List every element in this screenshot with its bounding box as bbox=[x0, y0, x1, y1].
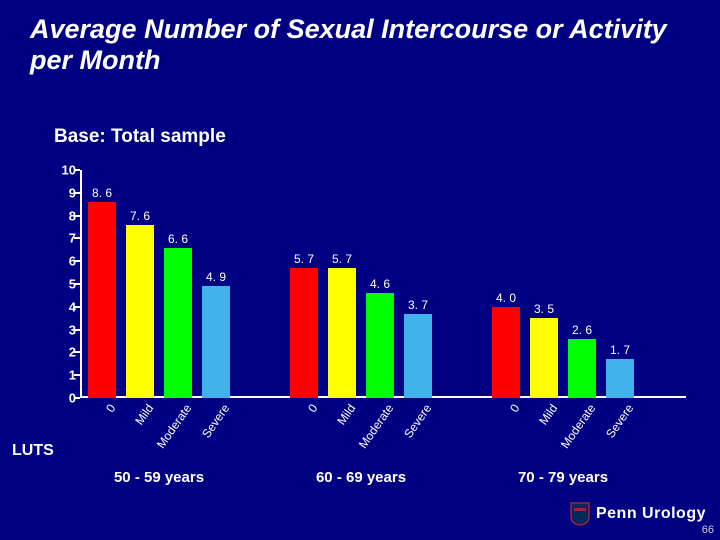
y-tick-mark bbox=[74, 169, 80, 171]
logo-text: Penn Urology bbox=[596, 505, 706, 523]
bar: 8. 60 bbox=[88, 202, 116, 398]
bar-category-label: Severe bbox=[396, 398, 434, 441]
bar: 3. 5Mild bbox=[530, 318, 558, 398]
bar-category-label: Mild bbox=[127, 398, 156, 428]
bar-value-label: 4. 6 bbox=[370, 277, 390, 291]
luts-label: LUTS bbox=[12, 442, 54, 460]
bar-value-label: 5. 7 bbox=[332, 252, 352, 266]
bar-value-label: 3. 5 bbox=[534, 302, 554, 316]
bar: 6. 6Moderate bbox=[164, 248, 192, 398]
bar-value-label: 2. 6 bbox=[572, 323, 592, 337]
y-tick-mark bbox=[74, 283, 80, 285]
penn-urology-logo: Penn Urology bbox=[570, 502, 706, 526]
bar-category-label: 0 bbox=[300, 398, 320, 415]
bar-category-label: Moderate bbox=[351, 398, 396, 451]
y-tick-mark bbox=[74, 397, 80, 399]
y-tick-mark bbox=[74, 306, 80, 308]
y-tick-mark bbox=[74, 215, 80, 217]
bar-value-label: 3. 7 bbox=[408, 298, 428, 312]
plot-area: 012345678910 8. 607. 6Mild6. 6Moderate4.… bbox=[80, 170, 686, 398]
shield-icon bbox=[570, 502, 590, 526]
group-label: 50 - 59 years bbox=[114, 469, 204, 486]
page-number: 66 bbox=[702, 524, 714, 536]
bar-value-label: 7. 6 bbox=[130, 209, 150, 223]
bar: 2. 6Moderate bbox=[568, 339, 596, 398]
slide-title: Average Number of Sexual Intercourse or … bbox=[30, 14, 690, 76]
bar: 4. 00 bbox=[492, 307, 520, 398]
bar-category-label: Mild bbox=[329, 398, 358, 428]
bar-category-label: Severe bbox=[598, 398, 636, 441]
slide-subtitle: Base: Total sample bbox=[54, 126, 226, 148]
bar: 3. 7Severe bbox=[404, 314, 432, 398]
y-tick-mark bbox=[74, 192, 80, 194]
y-tick-mark bbox=[74, 260, 80, 262]
bar: 5. 70 bbox=[290, 268, 318, 398]
bar-category-label: 0 bbox=[502, 398, 522, 415]
bar-category-label: Moderate bbox=[149, 398, 194, 451]
y-tick-mark bbox=[74, 351, 80, 353]
group-label: 60 - 69 years bbox=[316, 469, 406, 486]
y-tick-mark bbox=[74, 374, 80, 376]
bar-value-label: 1. 7 bbox=[610, 343, 630, 357]
bar-value-label: 5. 7 bbox=[294, 252, 314, 266]
bars-container: 8. 607. 6Mild6. 6Moderate4. 9Severe50 - … bbox=[80, 170, 686, 398]
bar: 4. 9Severe bbox=[202, 286, 230, 398]
bar: 7. 6Mild bbox=[126, 225, 154, 398]
bar: 5. 7Mild bbox=[328, 268, 356, 398]
bar-chart: 012345678910 8. 607. 6Mild6. 6Moderate4.… bbox=[54, 170, 686, 420]
group-label: 70 - 79 years bbox=[518, 469, 608, 486]
bar-value-label: 4. 0 bbox=[496, 291, 516, 305]
bar-value-label: 8. 6 bbox=[92, 186, 112, 200]
bar-category-label: Moderate bbox=[553, 398, 598, 451]
bar-value-label: 4. 9 bbox=[206, 270, 226, 284]
bar: 4. 6Moderate bbox=[366, 293, 394, 398]
bar-category-label: 0 bbox=[98, 398, 118, 415]
y-tick-mark bbox=[74, 237, 80, 239]
y-tick-mark bbox=[74, 329, 80, 331]
bar: 1. 7Severe bbox=[606, 359, 634, 398]
bar-category-label: Mild bbox=[531, 398, 560, 428]
bar-category-label: Severe bbox=[194, 398, 232, 441]
bar-value-label: 6. 6 bbox=[168, 232, 188, 246]
